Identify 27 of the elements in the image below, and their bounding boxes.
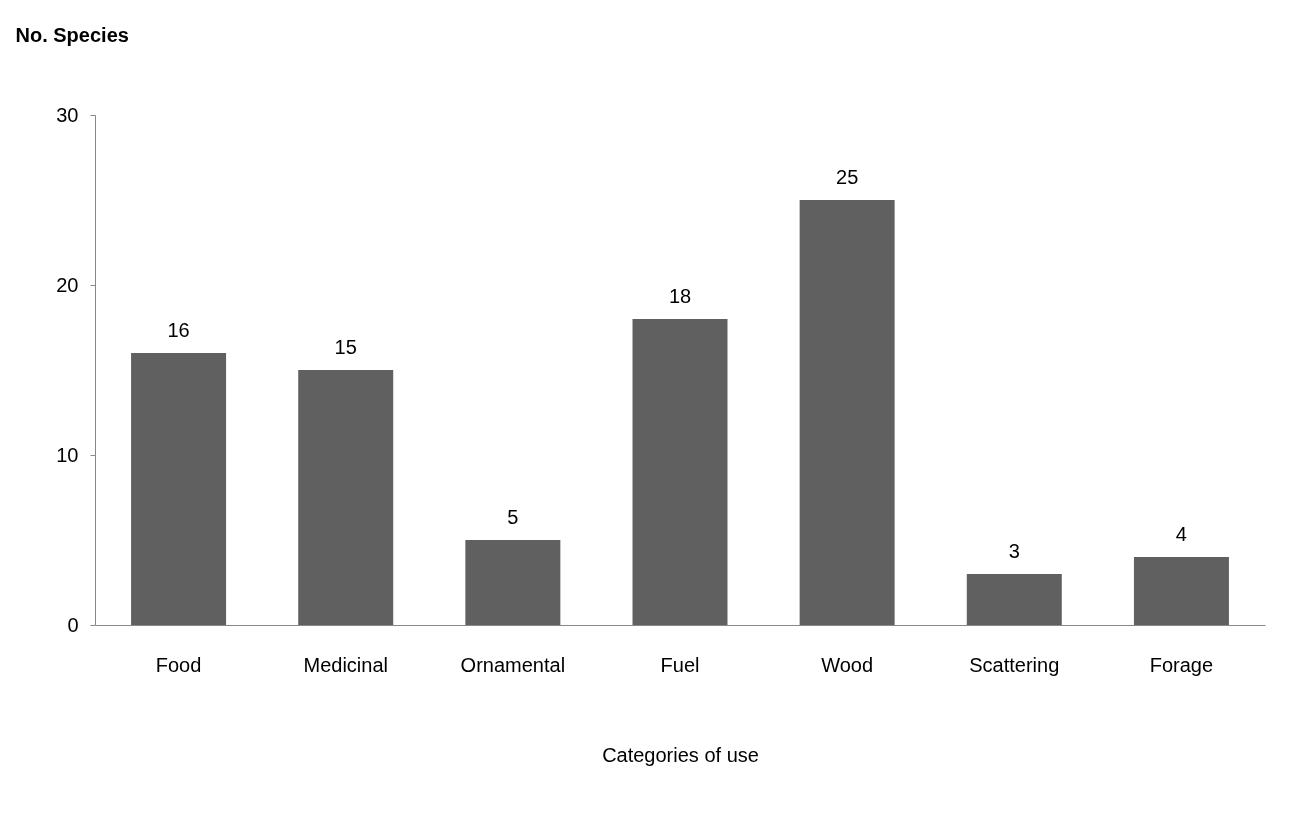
- bar: [1133, 557, 1229, 625]
- x-tick-label: Forage: [1149, 653, 1214, 676]
- x-tick-label: Medicinal: [303, 653, 388, 676]
- bar: [131, 353, 227, 625]
- x-tick-label: Fuel: [660, 653, 700, 676]
- bar: [632, 319, 728, 625]
- data-label: 15: [334, 336, 357, 358]
- bar: [799, 200, 895, 625]
- x-tick-label: Food: [155, 653, 202, 676]
- data-label: 4: [1175, 523, 1187, 545]
- x-axis-title: Categories of use: [602, 743, 759, 766]
- data-label: 25: [836, 166, 859, 188]
- y-axis-title: No. Species: [15, 23, 129, 46]
- x-tick-label: Ornamental: [460, 653, 566, 676]
- y-tick-label: 30: [56, 103, 79, 126]
- bar: [298, 370, 394, 625]
- y-tick-label: 0: [67, 613, 79, 636]
- y-tick-label: 20: [56, 273, 79, 296]
- y-tick-label: 10: [56, 443, 79, 466]
- bar: [966, 574, 1062, 625]
- x-tick-label: Scattering: [969, 653, 1060, 676]
- data-label: 5: [507, 506, 519, 528]
- data-label: 16: [167, 319, 190, 341]
- data-label: 18: [668, 285, 692, 307]
- x-tick-label: Wood: [821, 653, 874, 676]
- bar: [465, 540, 561, 625]
- data-label: 3: [1008, 540, 1020, 562]
